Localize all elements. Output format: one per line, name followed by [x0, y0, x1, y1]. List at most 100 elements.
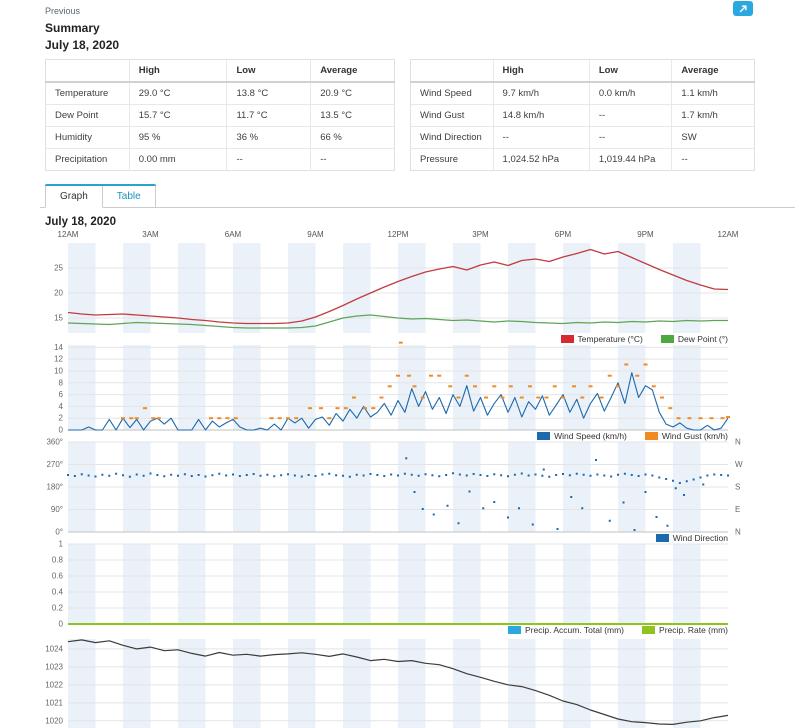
series-point [726, 416, 730, 419]
value-cell: 15.7 °C [128, 104, 227, 127]
series-point [630, 474, 633, 476]
row-label: Wind Gust [410, 104, 494, 127]
row-label: Precipitation [45, 148, 130, 171]
series-point [552, 385, 557, 388]
series-point [314, 475, 317, 477]
series-point [713, 473, 716, 476]
series-point [464, 374, 469, 377]
value-cell: -- [588, 104, 672, 127]
series-point [457, 522, 460, 525]
series-point [355, 473, 358, 476]
y-tick-label: 12 [54, 355, 63, 364]
series-point [335, 474, 338, 477]
row-label: Wind Direction [410, 126, 494, 149]
value-cell: 14.8 km/h [492, 104, 590, 127]
precipitation-legend: Precip. Accum. Total (mm) Precip. Rate (m… [40, 624, 800, 636]
x-tick-label: 3AM [142, 230, 159, 239]
y-tick-label: 0.6 [52, 572, 64, 581]
legend-item: Precip. Rate (mm) [642, 625, 728, 635]
series-point [468, 490, 471, 493]
series-point [635, 374, 640, 377]
legend-item: Wind Speed (km/h) [537, 431, 627, 441]
series-point [151, 417, 156, 420]
column-header: High [128, 59, 227, 83]
series-point [651, 474, 654, 477]
series-point [651, 385, 656, 388]
series-point [398, 341, 403, 344]
series-point [218, 472, 221, 475]
wind-speed-gust-legend: Wind Speed (km/h) Wind Gust (km/h) [40, 430, 800, 442]
series-point [211, 474, 214, 477]
value-cell: -- [671, 148, 755, 171]
series-point [287, 473, 289, 476]
series-point [644, 473, 647, 476]
y-tick-label: 1 [59, 540, 64, 549]
series-point [580, 396, 585, 399]
series-point [528, 385, 532, 388]
y-tick-label: 25 [54, 264, 63, 273]
y-tick-label: 180° [46, 483, 63, 492]
page-header: Previous Summary July 18, 2020 [40, 1, 800, 52]
value-cell: 66 % [310, 126, 395, 149]
legend-item: Wind Gust (km/h) [644, 431, 728, 441]
value-cell: 13.5 °C [310, 104, 395, 127]
series-point [568, 474, 571, 477]
series-point [108, 474, 111, 477]
series-point [660, 396, 664, 399]
series-point [595, 459, 597, 461]
pressure-chart-block: 1024 1023 1022 1021 1020 [40, 639, 800, 728]
series-point [534, 473, 537, 476]
series-point [448, 385, 453, 388]
x-tick-label: 9PM [637, 230, 654, 239]
series-point [115, 472, 118, 475]
y-tick-label: 90° [51, 505, 63, 514]
series-point [417, 474, 420, 477]
value-cell: 1,024.52 hPa [492, 148, 590, 171]
series-point [307, 474, 310, 476]
series-point [513, 473, 516, 476]
series-point [572, 385, 576, 388]
x-tick-label: 3PM [472, 230, 489, 239]
table-row: Temperature 29.0 °C 13.8 °C 20.9 °C [45, 81, 395, 105]
series-point [128, 475, 131, 478]
series-point [122, 474, 124, 477]
series-point [327, 417, 332, 420]
series-point [518, 507, 520, 510]
series-point [328, 472, 331, 475]
series-point [225, 474, 228, 477]
tab-table[interactable]: Table [102, 186, 156, 208]
series-point [343, 407, 348, 410]
series-point [134, 417, 139, 420]
tab-graph[interactable]: Graph [45, 186, 103, 208]
legend-item: Precip. Accum. Total (mm) [507, 625, 624, 635]
series-point [479, 474, 482, 476]
x-tick-label: 9AM [307, 230, 324, 239]
series-point [678, 482, 681, 484]
series-point [87, 474, 90, 477]
legend-item: Dew Point (°) [660, 334, 728, 344]
series-point [633, 529, 636, 531]
series-point [596, 473, 599, 476]
corner-cell [410, 59, 494, 83]
y-tick-label: 1020 [45, 716, 63, 725]
series-point [431, 474, 434, 477]
series-point [599, 396, 604, 399]
next-button[interactable] [733, 1, 753, 16]
previous-link[interactable]: Previous [45, 6, 81, 16]
series-point [101, 473, 104, 476]
series-point [73, 475, 76, 477]
value-cell: -- [492, 126, 590, 149]
value-cell: 0.00 mm [128, 148, 227, 171]
y-tick-label: 0.4 [52, 588, 64, 597]
series-point [217, 417, 222, 420]
series-point [383, 475, 386, 477]
series-point [582, 473, 585, 476]
series-point [520, 472, 523, 475]
series-point [486, 475, 489, 477]
right-tick-label: W [735, 460, 743, 469]
series-point [542, 468, 545, 471]
legend-item: Wind Direction [655, 533, 728, 543]
series-point [655, 516, 658, 518]
legend-label: Wind Direction [672, 533, 728, 543]
y-tick-label: 1024 [45, 644, 63, 653]
